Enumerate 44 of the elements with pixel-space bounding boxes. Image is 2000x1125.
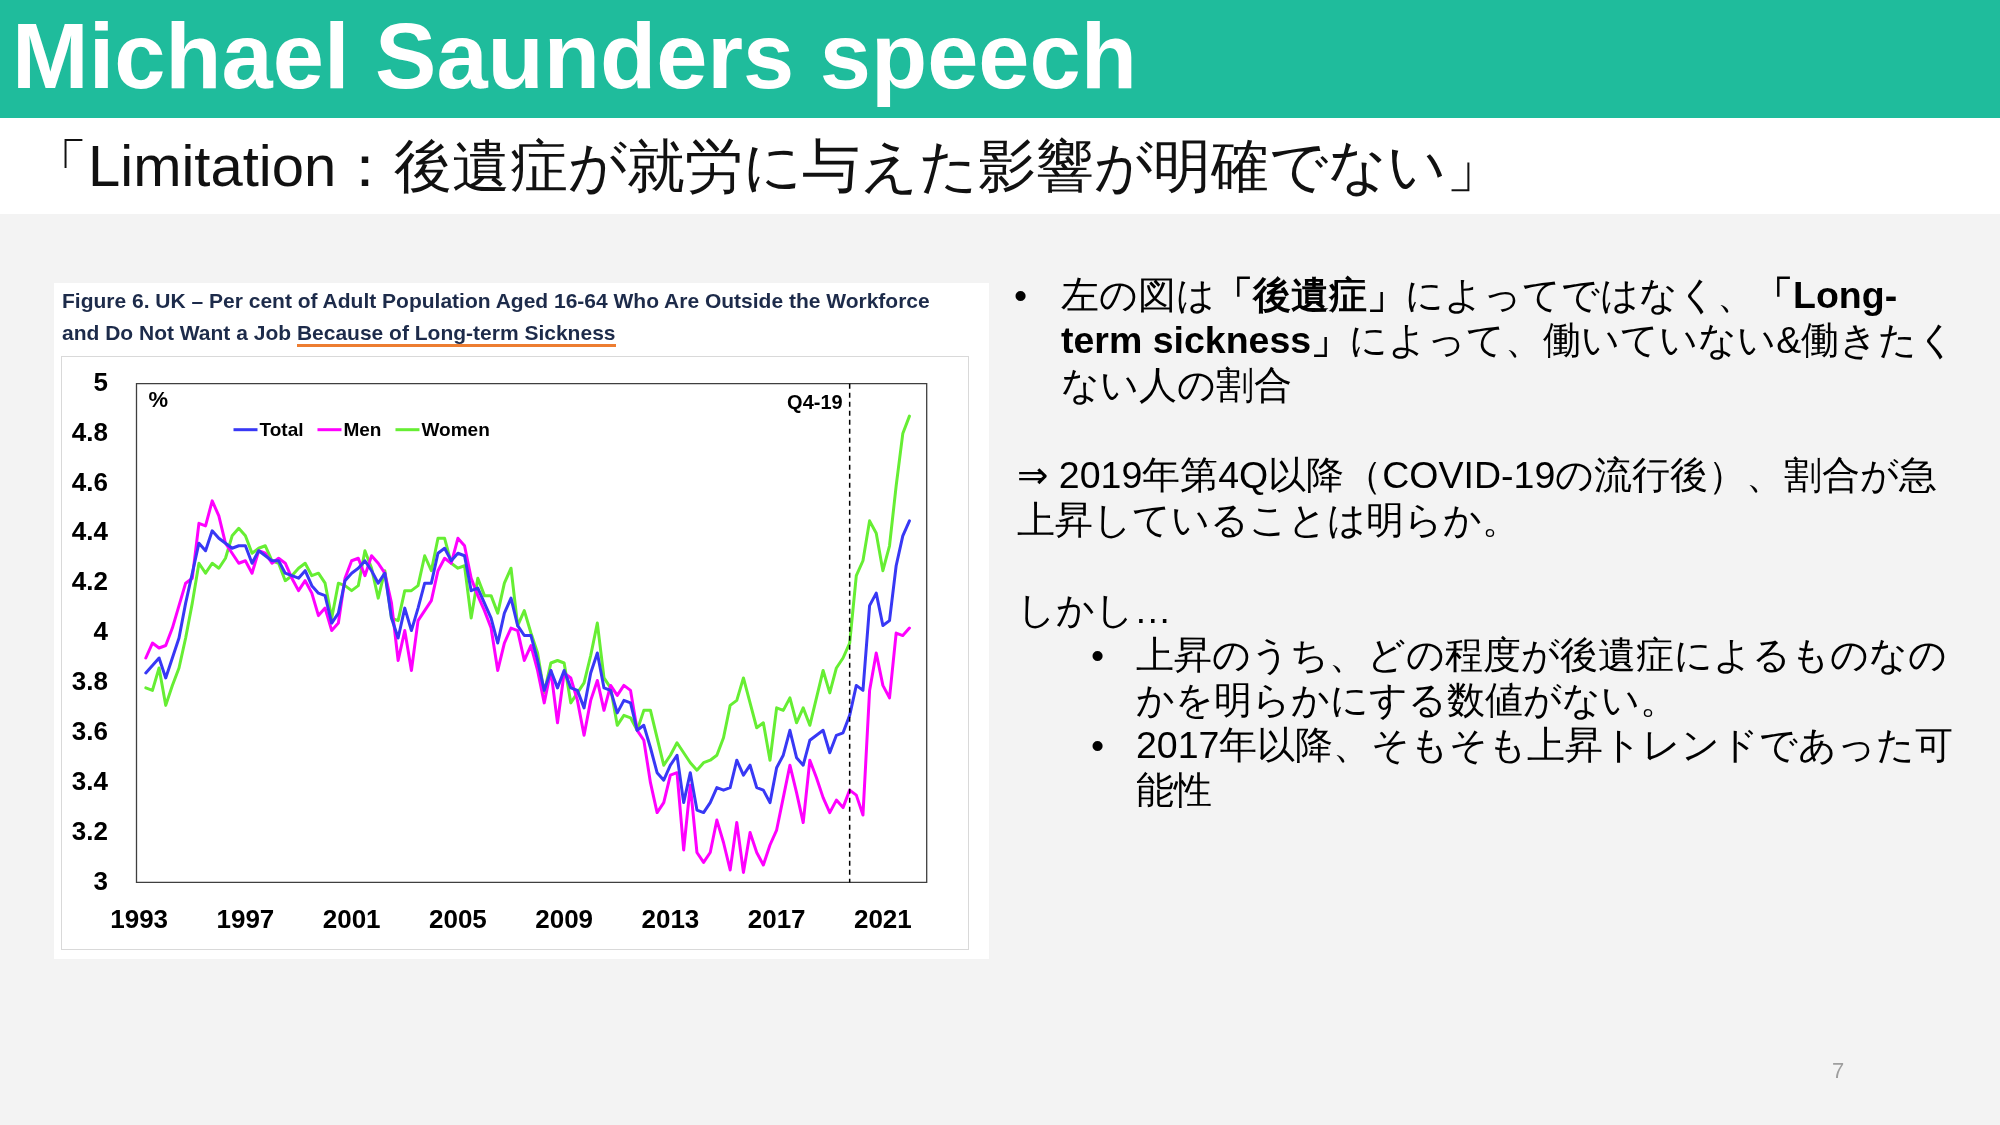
text: 上昇のうち、どの程度が後遺症によるものなのかを明らかにする数値がない。 bbox=[1136, 633, 1948, 723]
legend-label: Men bbox=[343, 418, 382, 440]
chart-subtitle: 「Limitation：後遺症が就労に与えた影響が明確でない」 bbox=[30, 133, 1505, 199]
y-axis-title: % bbox=[148, 386, 169, 412]
y-tick-label: 3 bbox=[93, 865, 108, 896]
text: 7 bbox=[1832, 1058, 1845, 1084]
y-tick-label: 3.2 bbox=[71, 815, 108, 846]
text: • bbox=[1091, 724, 1105, 766]
y-tick-label: 3.6 bbox=[71, 715, 108, 746]
x-tick-label: 2001 bbox=[322, 904, 381, 935]
x-tick-label: 2021 bbox=[853, 904, 912, 935]
y-tick-label: 4.2 bbox=[71, 566, 108, 597]
legend-label: Total bbox=[259, 418, 304, 440]
text: Because of Long-term Sickness bbox=[296, 321, 616, 347]
text: によって、働いていない&働きたく bbox=[1349, 319, 1957, 361]
ref-line-label: Q4-19 bbox=[787, 391, 843, 414]
text: • bbox=[1091, 634, 1105, 676]
text: 「Long- bbox=[1755, 274, 1898, 316]
text: term sickness」 bbox=[1061, 319, 1350, 361]
x-tick-label: 2013 bbox=[641, 904, 700, 935]
text: しかし… bbox=[1017, 588, 1173, 633]
text: and Do Not Want a Job bbox=[62, 321, 292, 344]
x-tick-label: 1993 bbox=[110, 904, 169, 935]
x-tick-label: 2009 bbox=[535, 904, 594, 935]
x-tick-label: 2005 bbox=[428, 904, 487, 935]
y-tick-label: 4.8 bbox=[71, 416, 108, 447]
text: 「後遺症」 bbox=[1215, 274, 1405, 316]
text: ない人の割合 bbox=[1061, 364, 1292, 406]
text: ⇒ 2019年第4Q以降（COVID-19の流行後）、割合が急上昇していることは明らか。 bbox=[1017, 453, 1939, 543]
y-tick-label: 3.8 bbox=[71, 666, 108, 697]
caption: Figure 6. UK – Per cent of Adult Population Aged 16-64 Who Are Outside the Workforce bbox=[62, 289, 930, 312]
legend-label: Women bbox=[421, 418, 490, 440]
text: 2017年以降、そもそも上昇トレンドであった可能性 bbox=[1136, 723, 1954, 813]
x-tick-label: 2017 bbox=[747, 904, 806, 935]
x-tick-label: 1997 bbox=[216, 904, 275, 935]
chart-title: Michael Saunders speech bbox=[12, 5, 1137, 107]
y-tick-label: 5 bbox=[93, 366, 108, 397]
text: によってではなく、 bbox=[1405, 274, 1755, 316]
y-tick-label: 4.6 bbox=[71, 466, 108, 497]
text: 左の図は bbox=[1061, 274, 1215, 316]
y-tick-label: 4.4 bbox=[71, 516, 109, 547]
y-tick-label: 4 bbox=[93, 616, 109, 647]
text: • bbox=[1014, 274, 1028, 316]
y-tick-label: 3.4 bbox=[71, 765, 109, 796]
